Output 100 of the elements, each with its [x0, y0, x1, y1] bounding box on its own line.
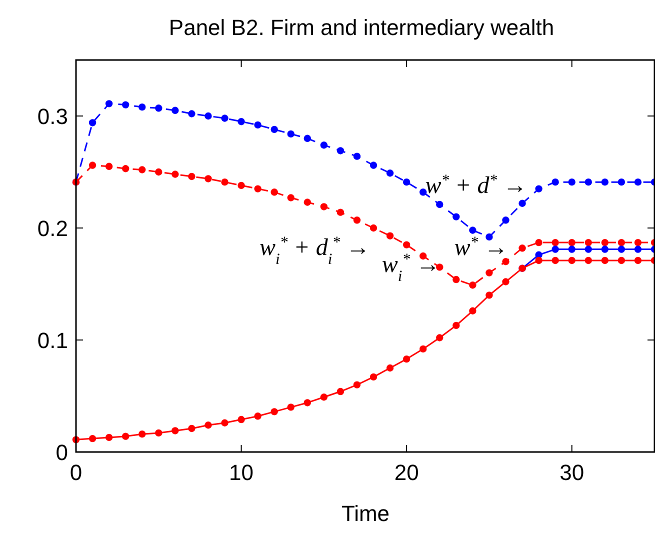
point [469, 282, 476, 289]
point [618, 238, 626, 246]
point [535, 185, 542, 192]
point [518, 244, 526, 252]
point [238, 118, 245, 126]
point [601, 178, 609, 186]
point [353, 152, 361, 160]
point [535, 238, 542, 246]
point [188, 110, 196, 118]
point [370, 373, 378, 381]
point [105, 434, 113, 442]
point [452, 213, 460, 220]
point [618, 246, 626, 253]
point [88, 162, 96, 169]
point [584, 238, 592, 246]
point [552, 238, 559, 246]
point [320, 142, 328, 149]
point [287, 404, 294, 411]
point [238, 416, 245, 424]
point [188, 172, 196, 180]
point [370, 224, 378, 232]
x-tick-label: 10 [229, 460, 254, 485]
point [402, 178, 410, 186]
point [336, 388, 344, 396]
point [601, 238, 609, 246]
x-axis-title: Time [341, 501, 390, 526]
annotation: w$_{i}$$^{*}$ + d$_{i}$$^{*}$ → [260, 234, 370, 268]
point [270, 188, 278, 196]
point [122, 165, 130, 172]
point [270, 408, 278, 416]
point [155, 104, 162, 112]
point [486, 292, 493, 299]
point [568, 246, 576, 253]
point [552, 246, 559, 253]
point [105, 100, 113, 108]
point [502, 216, 510, 224]
point [634, 238, 642, 246]
point [138, 103, 146, 111]
point [254, 121, 262, 129]
x-tick-label: 20 [394, 460, 419, 485]
point [304, 198, 311, 206]
point [402, 241, 410, 248]
point [138, 166, 146, 174]
point [420, 345, 427, 353]
annotation: w$^{*}$ → [454, 234, 508, 261]
point [502, 258, 510, 266]
point [221, 114, 228, 122]
point [138, 430, 146, 438]
point [584, 246, 592, 253]
point [634, 256, 642, 264]
point [552, 256, 559, 264]
point [634, 178, 642, 186]
point [172, 427, 179, 434]
point [436, 334, 444, 342]
point [469, 226, 476, 234]
point [336, 147, 344, 154]
point [304, 134, 311, 142]
point [386, 232, 394, 240]
point [568, 238, 576, 246]
point [601, 246, 609, 253]
point [155, 429, 162, 437]
point [204, 175, 212, 182]
point [386, 364, 394, 372]
point [436, 200, 444, 208]
point [304, 399, 311, 406]
point [221, 178, 228, 186]
point [122, 101, 130, 108]
point [287, 130, 294, 138]
point [452, 276, 460, 284]
point [584, 256, 592, 264]
annotation: w$^{*}$ + d$^{*}$ → [425, 172, 527, 199]
point [204, 112, 212, 120]
point [353, 381, 361, 388]
point [502, 278, 510, 286]
y-tick-label: 0 [56, 440, 68, 465]
point [486, 269, 493, 276]
point [287, 194, 294, 202]
point [88, 119, 96, 126]
x-tick-label: 30 [560, 460, 584, 485]
point [568, 256, 576, 264]
point [402, 355, 410, 363]
point [634, 246, 642, 253]
point [386, 170, 394, 177]
point [270, 126, 278, 134]
point [172, 170, 179, 178]
point [155, 168, 162, 176]
point [238, 182, 245, 190]
point [436, 264, 444, 271]
point [353, 216, 361, 224]
point [221, 419, 228, 426]
chart-title: Panel B2. Firm and intermediary wealth [168, 15, 554, 40]
point [172, 106, 179, 114]
point [552, 178, 559, 186]
point [254, 185, 262, 192]
point [320, 203, 328, 210]
point [452, 322, 460, 330]
point [535, 256, 542, 264]
point [320, 394, 328, 401]
point [568, 178, 576, 186]
point [518, 200, 526, 207]
